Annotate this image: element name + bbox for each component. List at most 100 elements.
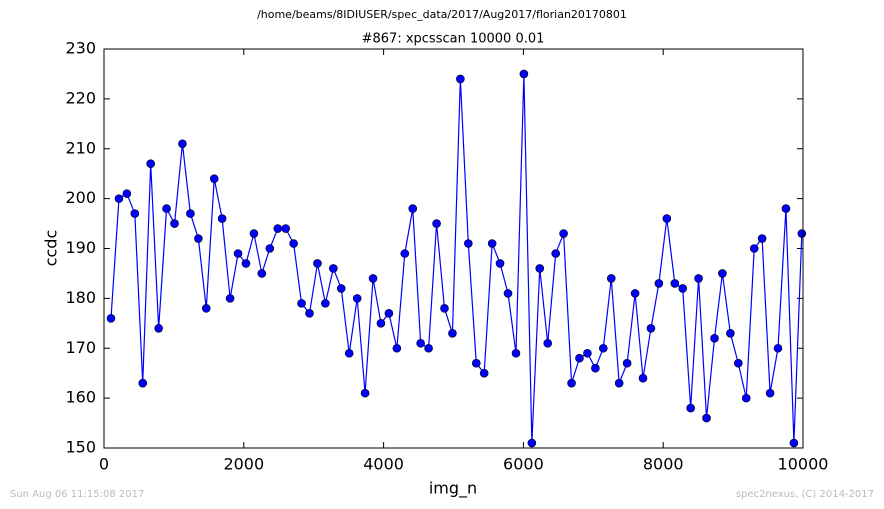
- data-point: [273, 224, 283, 233]
- data-point: [297, 299, 306, 308]
- data-point: [503, 289, 513, 298]
- data-point: [646, 323, 656, 333]
- data-point: [122, 189, 132, 198]
- y-tick-label: 190: [65, 238, 96, 257]
- data-line: [110, 73, 803, 444]
- data-point: [392, 343, 402, 353]
- data-point: [265, 244, 275, 253]
- data-point: [209, 174, 219, 183]
- chart-title: #867: xpcsscan 10000 0.01: [362, 32, 545, 47]
- data-point: [670, 279, 680, 288]
- data-point: [352, 294, 362, 303]
- x-tick-label: 10000: [778, 455, 829, 474]
- y-tick-label: 200: [65, 188, 96, 207]
- data-point: [567, 378, 576, 388]
- data-point: [726, 328, 735, 338]
- data-point: [146, 159, 155, 169]
- y-tick-label: 210: [65, 138, 96, 157]
- data-point: [797, 229, 807, 238]
- y-tick-label: 160: [65, 388, 96, 407]
- data-point: [249, 229, 259, 238]
- data-point: [741, 393, 751, 403]
- data-point: [408, 204, 418, 213]
- data-point: [456, 74, 465, 84]
- data-point: [305, 309, 314, 318]
- data-point: [106, 314, 116, 323]
- data-point: [217, 214, 227, 223]
- data-point: [543, 338, 553, 348]
- y-tick-label: 220: [65, 88, 96, 107]
- data-point: [464, 239, 473, 248]
- data-point: [559, 229, 568, 238]
- data-point: [654, 279, 664, 288]
- data-point: [495, 259, 505, 268]
- data-point: [114, 194, 124, 203]
- data-point: [281, 224, 290, 233]
- data-point: [170, 219, 179, 228]
- data-point: [313, 259, 322, 268]
- data-point: [233, 249, 243, 258]
- data-point: [527, 438, 537, 448]
- y-axis-label: ccdc: [42, 230, 61, 267]
- data-point: [765, 388, 775, 398]
- data-point: [225, 294, 235, 303]
- footer-right: spec2nexus, (C) 2014-2017: [736, 489, 874, 500]
- data-point: [138, 378, 148, 388]
- data-point: [551, 249, 560, 258]
- data-point: [321, 299, 330, 308]
- data-point: [424, 343, 433, 353]
- data-point: [781, 204, 791, 213]
- plot-frame: [103, 48, 804, 449]
- data-point: [194, 234, 203, 243]
- data-point: [368, 274, 378, 283]
- data-point: [591, 363, 600, 373]
- data-point: [702, 413, 711, 423]
- y-tick-label: 180: [65, 288, 96, 307]
- data-point: [630, 289, 640, 298]
- data-point: [678, 284, 688, 293]
- data-point: [662, 214, 672, 223]
- data-point: [694, 274, 703, 283]
- y-tick-label: 170: [65, 338, 96, 357]
- data-point: [583, 348, 592, 358]
- x-tick-label: 2000: [223, 455, 264, 474]
- data-point: [162, 204, 171, 213]
- data-point: [487, 239, 497, 248]
- data-point: [257, 269, 267, 278]
- x-tick-label: 6000: [503, 455, 544, 474]
- data-point: [186, 209, 195, 218]
- data-point: [432, 219, 441, 228]
- data-point: [718, 269, 727, 278]
- data-point: [710, 333, 719, 343]
- x-tick-label: 0: [99, 455, 109, 474]
- data-point: [400, 249, 410, 258]
- data-point: [511, 348, 521, 358]
- data-point: [598, 343, 608, 353]
- x-tick-label: 4000: [363, 455, 404, 474]
- data-point: [479, 368, 489, 378]
- data-point: [773, 343, 783, 353]
- data-point: [360, 388, 370, 398]
- data-point: [178, 139, 187, 149]
- data-point: [344, 348, 354, 358]
- data-point: [336, 284, 346, 293]
- data-point: [384, 309, 394, 318]
- y-tick-label: 230: [65, 39, 96, 58]
- data-point: [440, 304, 449, 313]
- data-point: [614, 378, 624, 388]
- data-point: [154, 323, 163, 333]
- data-point: [130, 209, 140, 218]
- data-point: [329, 264, 338, 273]
- data-point: [686, 403, 695, 413]
- data-point: [789, 438, 799, 448]
- x-axis-label: img_n: [429, 479, 477, 499]
- data-point: [519, 69, 529, 79]
- data-point: [201, 304, 211, 313]
- data-point: [448, 328, 457, 338]
- data-point: [638, 373, 648, 383]
- y-tick-label: 150: [65, 438, 96, 457]
- data-point: [622, 358, 632, 368]
- suptitle: /home/beams/8IDIUSER/spec_data/2017/Aug2…: [257, 8, 627, 21]
- data-point: [535, 264, 545, 273]
